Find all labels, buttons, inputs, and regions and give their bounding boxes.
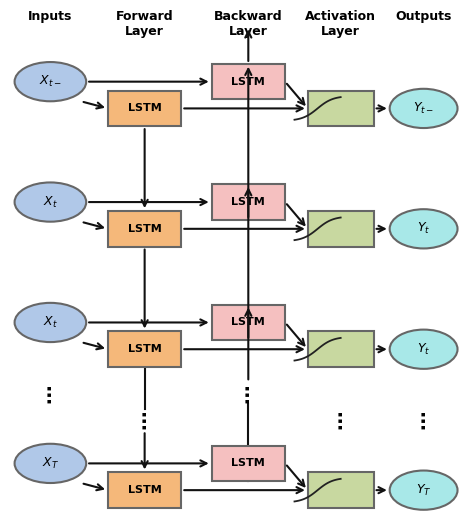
Text: LSTM: LSTM [231,197,265,207]
FancyBboxPatch shape [108,472,182,508]
FancyBboxPatch shape [308,472,374,508]
Ellipse shape [15,62,86,101]
Text: $X_{t}$: $X_{t}$ [43,195,58,209]
Text: $Y_{t}$: $Y_{t}$ [417,221,430,236]
Ellipse shape [15,183,86,222]
FancyBboxPatch shape [308,331,374,367]
Text: LSTM: LSTM [128,485,162,495]
Text: $Y_{t}$: $Y_{t}$ [417,342,430,357]
Ellipse shape [390,89,457,128]
Ellipse shape [390,470,457,510]
Text: Outputs: Outputs [395,10,452,23]
Text: ⋯: ⋯ [41,383,60,403]
Text: ⋯: ⋯ [414,410,433,430]
Text: LSTM: LSTM [128,344,162,354]
Text: Inputs: Inputs [28,10,73,23]
FancyBboxPatch shape [308,90,374,126]
Ellipse shape [390,330,457,369]
Text: $Y_{T}$: $Y_{T}$ [416,482,431,498]
Text: Backward
Layer: Backward Layer [214,10,283,38]
Text: LSTM: LSTM [128,224,162,234]
Text: $X_{t-}$: $X_{t-}$ [39,74,62,89]
Text: Forward
Layer: Forward Layer [116,10,173,38]
Text: LSTM: LSTM [231,77,265,87]
Text: ⋯: ⋯ [239,383,258,403]
Text: LSTM: LSTM [231,459,265,468]
Text: $Y_{t-}$: $Y_{t-}$ [413,101,434,116]
Text: LSTM: LSTM [231,317,265,327]
Text: ⋯: ⋯ [331,410,350,430]
FancyBboxPatch shape [108,211,182,247]
Text: $X_{T}$: $X_{T}$ [42,456,59,471]
FancyBboxPatch shape [211,184,285,220]
FancyBboxPatch shape [211,64,285,99]
Ellipse shape [390,209,457,249]
FancyBboxPatch shape [211,305,285,340]
Text: $X_{t}$: $X_{t}$ [43,315,58,330]
FancyBboxPatch shape [108,90,182,126]
FancyBboxPatch shape [108,331,182,367]
Text: ⋯: ⋯ [135,410,154,430]
Ellipse shape [15,303,86,342]
Text: Activation
Layer: Activation Layer [305,10,376,38]
FancyBboxPatch shape [211,445,285,481]
FancyBboxPatch shape [308,211,374,247]
Text: LSTM: LSTM [128,103,162,113]
Ellipse shape [15,444,86,483]
